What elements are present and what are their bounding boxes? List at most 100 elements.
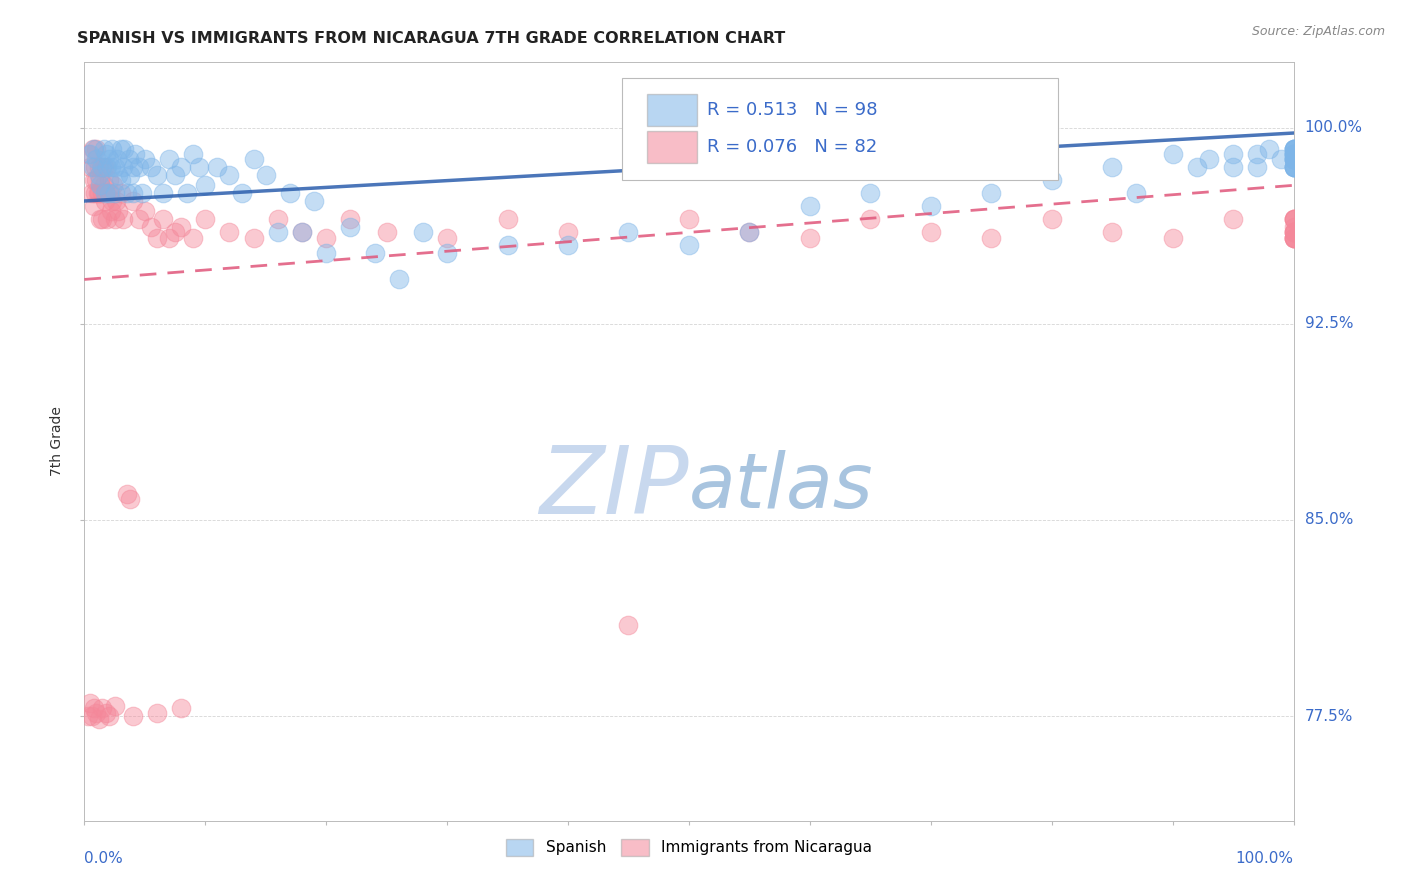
Point xyxy=(436,230,458,244)
Point xyxy=(165,168,187,182)
Point xyxy=(87,186,110,201)
Point xyxy=(1246,147,1268,161)
Legend: Spanish, Immigrants from Nicaragua: Spanish, Immigrants from Nicaragua xyxy=(499,832,879,863)
Point xyxy=(77,147,100,161)
Point xyxy=(1282,160,1305,174)
Point xyxy=(1282,147,1305,161)
Point xyxy=(94,186,117,201)
Point xyxy=(1282,152,1305,166)
Point xyxy=(496,212,519,227)
Point xyxy=(291,226,314,240)
Text: 77.5%: 77.5% xyxy=(1305,708,1353,723)
Point xyxy=(1282,147,1305,161)
Point xyxy=(242,152,264,166)
Point xyxy=(1282,160,1305,174)
Point xyxy=(107,168,129,182)
Point xyxy=(89,178,111,193)
Point xyxy=(146,706,169,721)
Point xyxy=(339,212,361,227)
Point xyxy=(1101,160,1123,174)
Text: R = 0.076   N = 82: R = 0.076 N = 82 xyxy=(707,137,877,155)
Point xyxy=(152,186,174,201)
Point xyxy=(363,246,385,260)
FancyBboxPatch shape xyxy=(623,78,1057,180)
Point xyxy=(77,709,100,723)
Point xyxy=(617,226,640,240)
Point xyxy=(79,696,101,710)
Point xyxy=(104,698,127,713)
Point xyxy=(84,160,107,174)
Point xyxy=(1282,147,1305,161)
Point xyxy=(799,230,821,244)
Point xyxy=(315,246,337,260)
Point xyxy=(181,230,204,244)
Point xyxy=(82,160,104,174)
Point xyxy=(103,178,125,193)
Point xyxy=(87,168,110,182)
Point xyxy=(1282,212,1305,227)
Point xyxy=(86,173,108,187)
Point xyxy=(110,173,132,187)
Point xyxy=(1270,152,1292,166)
Text: ZIP: ZIP xyxy=(540,442,689,533)
Point xyxy=(128,160,150,174)
Point xyxy=(920,226,942,240)
Point xyxy=(980,230,1002,244)
Point xyxy=(97,709,120,723)
Point xyxy=(86,706,108,721)
Point xyxy=(94,186,117,201)
Point xyxy=(91,701,114,715)
Point xyxy=(1282,160,1305,174)
Point xyxy=(93,160,115,174)
Point xyxy=(617,617,640,632)
Point xyxy=(121,186,143,201)
Point xyxy=(1161,147,1184,161)
Point xyxy=(1282,230,1305,244)
Point xyxy=(82,142,104,156)
Point xyxy=(105,152,128,166)
Point xyxy=(291,226,314,240)
Point xyxy=(139,160,162,174)
Point xyxy=(1282,212,1305,227)
Point xyxy=(96,160,118,174)
Point xyxy=(93,142,115,156)
Point xyxy=(678,238,700,252)
Point xyxy=(412,226,434,240)
Point xyxy=(267,226,290,240)
Point xyxy=(90,160,112,174)
Point xyxy=(84,186,107,201)
Point xyxy=(157,230,180,244)
Text: 100.0%: 100.0% xyxy=(1305,120,1362,136)
Point xyxy=(1282,230,1305,244)
Point xyxy=(94,160,117,174)
Point xyxy=(738,226,761,240)
Text: 85.0%: 85.0% xyxy=(1305,513,1353,527)
Point xyxy=(1101,226,1123,240)
Point xyxy=(267,212,290,227)
Point xyxy=(94,147,117,161)
Point xyxy=(110,142,132,156)
Point xyxy=(112,212,135,227)
Point xyxy=(101,142,124,156)
Point xyxy=(120,491,142,506)
Point xyxy=(107,204,129,219)
Point xyxy=(436,246,458,260)
Point xyxy=(134,204,156,219)
Point xyxy=(1125,186,1147,201)
Point xyxy=(104,194,127,208)
Point xyxy=(80,186,103,201)
Point xyxy=(146,230,169,244)
Point xyxy=(799,199,821,213)
Point xyxy=(278,186,301,201)
Point xyxy=(157,152,180,166)
Point xyxy=(98,186,121,201)
Point xyxy=(980,186,1002,201)
Point xyxy=(93,178,115,193)
Point xyxy=(194,212,217,227)
Point xyxy=(188,160,211,174)
Point xyxy=(104,186,127,201)
Point xyxy=(104,160,127,174)
Point xyxy=(557,226,579,240)
Point xyxy=(1222,212,1244,227)
Point xyxy=(1282,152,1305,166)
